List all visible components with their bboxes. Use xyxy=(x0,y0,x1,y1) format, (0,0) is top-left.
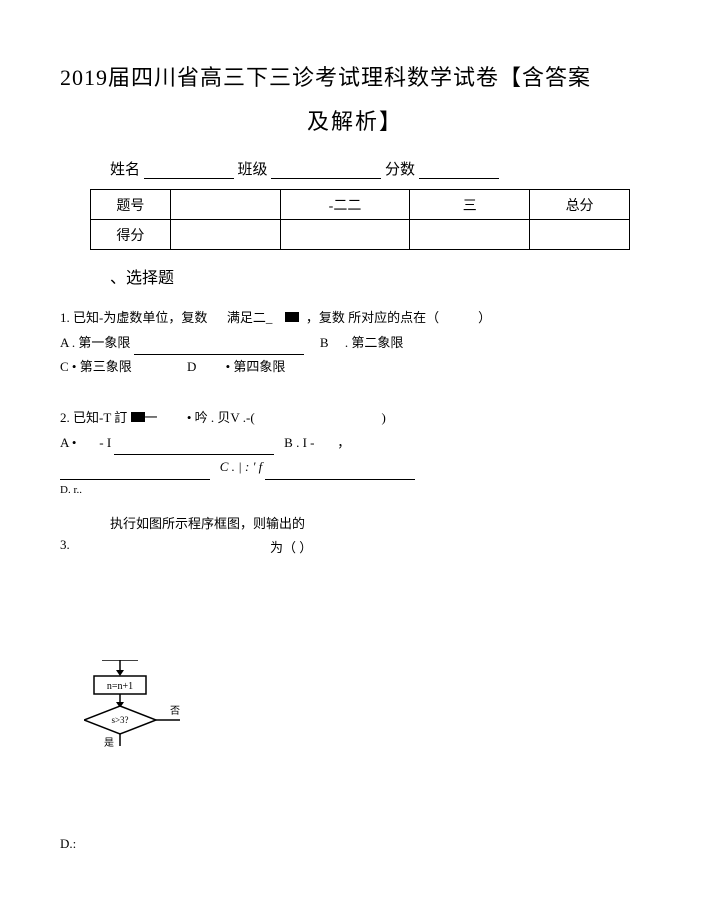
td-score-label: 得分 xyxy=(91,220,171,250)
q1-stem-d: ） xyxy=(478,310,491,325)
question-1: 1. 已知-为虚数单位，复数 满足二_ ，复数 所对应的点在（ ） xyxy=(60,306,650,331)
q3-line2: 为（ ） xyxy=(270,537,312,556)
label-score: 分数 xyxy=(385,162,415,178)
q2-comma: ， xyxy=(337,435,350,450)
flow-box-label: n=n+1 xyxy=(107,681,133,692)
q1-opt-b-text: . 第二象限 xyxy=(345,335,404,350)
blank-score[interactable] xyxy=(419,163,499,179)
underline xyxy=(60,468,210,480)
th-total: 总分 xyxy=(530,190,630,220)
q1-opt-c: C • 第三象限 xyxy=(60,359,132,374)
question-2: 2. 已知-T 訂 一 • 吟 . 贝V .-( ) xyxy=(60,406,650,431)
td-cell[interactable] xyxy=(530,220,630,250)
score-table: 题号 -二二 三 总分 得分 xyxy=(90,189,630,250)
q2-options-row2: C . | : ' f xyxy=(60,455,650,480)
th-section2: -二二 xyxy=(280,190,410,220)
table-row: 得分 xyxy=(91,220,630,250)
q2-opt-d: D. r.. xyxy=(60,480,650,501)
td-cell[interactable] xyxy=(280,220,410,250)
blank-name[interactable] xyxy=(144,163,234,179)
flowchart-svg: n=n+1 s>3? 否 是 xyxy=(84,660,214,750)
q3-line1: 执行如图所示程序框图，则输出的 xyxy=(110,513,305,532)
question-3: 执行如图所示程序框图，则输出的 3. 为（ ） xyxy=(60,503,650,563)
q1-stem-c: ，复数 所对应的点在（ xyxy=(306,310,439,325)
flowchart-diagram: n=n+1 s>3? 否 是 xyxy=(84,660,214,755)
q2-opt-a-text: - I xyxy=(99,435,111,450)
student-info-line: 姓名 班级 分数 xyxy=(110,158,650,179)
q2-end: ) xyxy=(381,410,385,425)
q1-options-row2: C • 第三象限 D • 第四象限 xyxy=(60,355,650,380)
title-line-2: 及解析】 xyxy=(60,104,650,136)
label-class: 班级 xyxy=(238,162,268,178)
underline xyxy=(265,468,415,480)
title-line-1: 2019届四川省高三下三诊考试理科数学试卷【含答案 xyxy=(60,60,650,92)
q1-opt-b-label: B xyxy=(320,335,329,350)
th-blank xyxy=(170,190,280,220)
q2-opt-b: B . I - xyxy=(284,435,314,450)
td-cell[interactable] xyxy=(170,220,280,250)
q2-options-row1: A • - I B . I - ， xyxy=(60,431,650,456)
th-number: 题号 xyxy=(91,190,171,220)
q1-opt-d-text: • 第四象限 xyxy=(226,359,286,374)
flow-yes-label: 是 xyxy=(104,737,114,749)
q2-opt-c: C . | : ' f xyxy=(220,459,262,474)
q1-opt-a: A . 第一象限 xyxy=(60,335,130,350)
section-header-choice: 、选择题 xyxy=(110,264,650,288)
black-box-icon xyxy=(131,412,145,422)
blank-class[interactable] xyxy=(271,163,381,179)
q1-stem-b: 满足二_ xyxy=(227,310,273,325)
q3-number: 3. xyxy=(60,537,70,553)
table-row: 题号 -二二 三 总分 xyxy=(91,190,630,220)
q2-opt-a: A • xyxy=(60,435,76,450)
q2-stem: 2. 已知-T 訂 xyxy=(60,410,127,425)
label-name: 姓名 xyxy=(110,162,140,178)
black-box-icon xyxy=(285,312,299,322)
underline xyxy=(134,343,304,355)
td-cell[interactable] xyxy=(410,220,530,250)
q1-options-row1: A . 第一象限 B . 第二象限 xyxy=(60,331,650,356)
q1-opt-d-label: D xyxy=(187,359,196,374)
th-section3: 三 xyxy=(410,190,530,220)
q1-stem-a: 1. 已知-为虚数单位，复数 xyxy=(60,310,207,325)
trailing-d: D.: xyxy=(60,836,76,852)
underline xyxy=(114,443,274,455)
flow-no-label: 否 xyxy=(170,705,180,717)
flow-diamond-label: s>3? xyxy=(111,715,128,725)
q2-mid: • 吟 . 贝V .-( xyxy=(187,410,255,425)
